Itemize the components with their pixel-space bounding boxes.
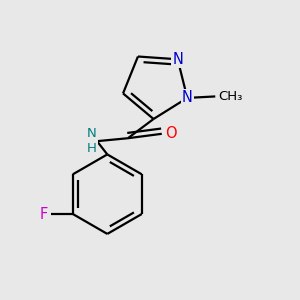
Text: F: F	[40, 206, 48, 221]
Text: N
H: N H	[87, 127, 97, 155]
Text: N: N	[182, 90, 193, 105]
Text: O: O	[165, 126, 176, 141]
Text: CH₃: CH₃	[218, 90, 243, 103]
Text: N: N	[172, 52, 183, 67]
